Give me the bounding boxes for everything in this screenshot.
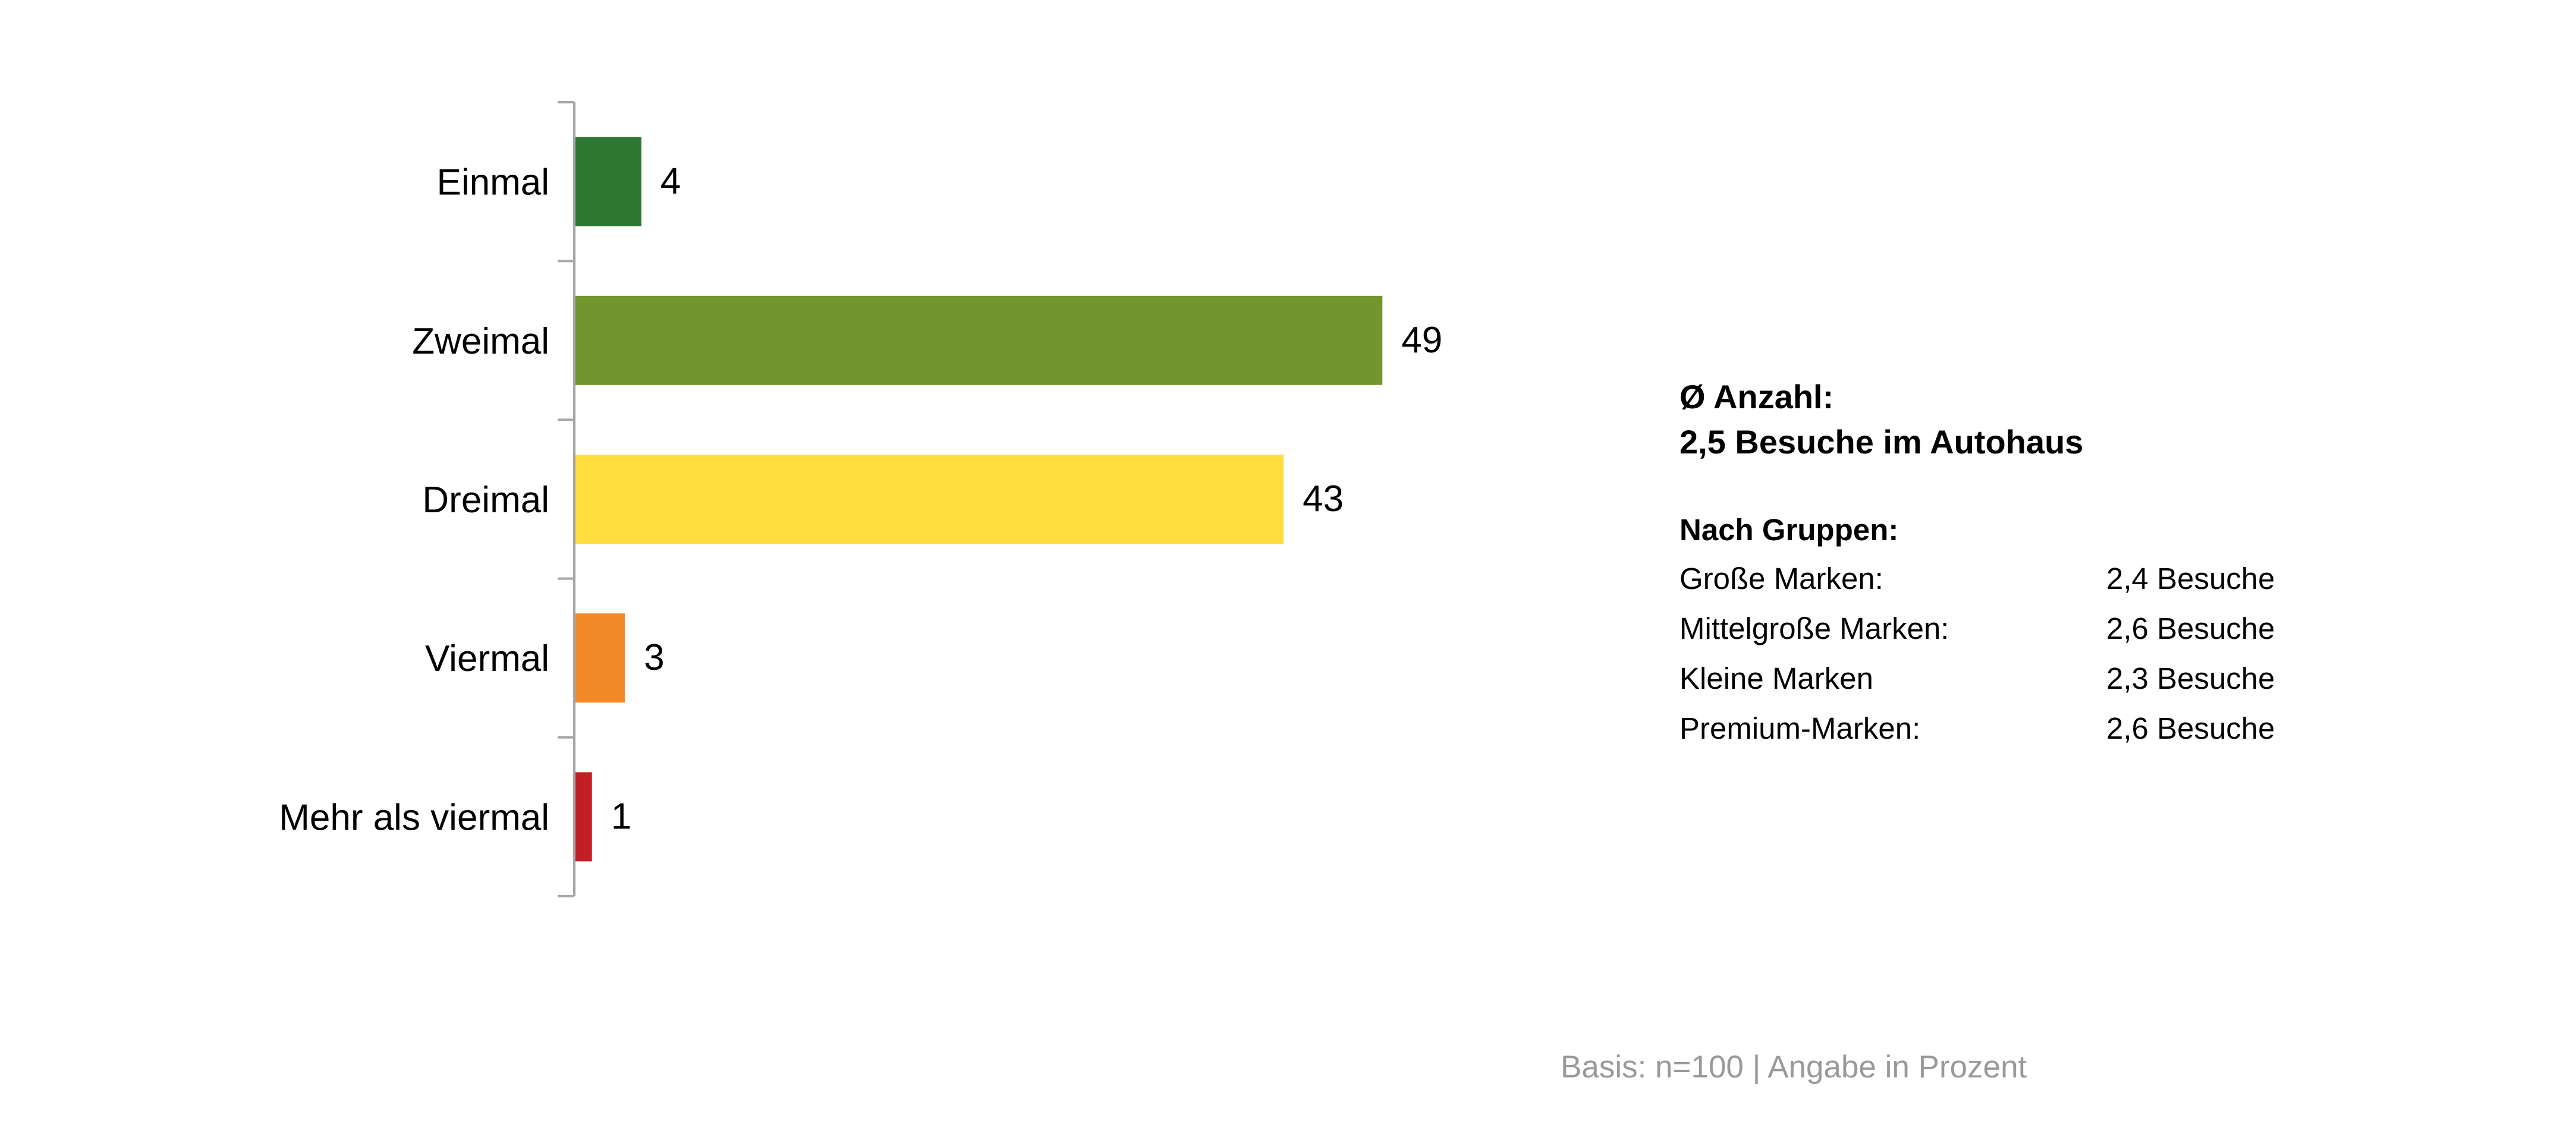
summary-panel: Ø Anzahl: 2,5 Besuche im Autohaus Nach G… [1679, 374, 2393, 754]
group-row: Kleine Marken 2,3 Besuche [1679, 654, 2393, 704]
footnote: Basis: n=100 | Angabe in Prozent [1561, 1050, 2027, 1085]
bar [575, 137, 641, 226]
value-label: 3 [644, 637, 664, 678]
group-value: 2,4 Besuche [2106, 562, 2275, 595]
category-label: Viermal [425, 638, 549, 679]
group-row: Mittelgroße Marken: 2,6 Besuche [1679, 604, 2393, 654]
group-name: Große Marken: [1679, 562, 1883, 595]
value-label: 49 [1401, 320, 1442, 361]
bar [575, 455, 1284, 544]
bar [575, 613, 625, 703]
category-label: Zweimal [412, 321, 549, 362]
group-name: Mittelgroße Marken: [1679, 612, 1949, 645]
group-value: 2,6 Besuche [2106, 711, 2275, 745]
groups-title: Nach Gruppen: [1679, 513, 1899, 547]
bar [575, 295, 1383, 385]
group-name: Premium-Marken: [1679, 711, 1921, 745]
category-label: Dreimal [422, 480, 549, 521]
category-label: Einmal [436, 162, 549, 203]
value-label: 4 [660, 161, 681, 202]
bar [575, 772, 592, 862]
group-row: Premium-Marken: 2,6 Besuche [1679, 704, 2393, 754]
group-value: 2,6 Besuche [2106, 612, 2275, 645]
average-value: 2,5 Besuche im Autohaus [1679, 423, 2084, 461]
average-label: Ø Anzahl: [1679, 378, 1834, 415]
value-label: 43 [1303, 478, 1344, 519]
value-label: 1 [611, 796, 631, 837]
group-row: Große Marken: 2,4 Besuche [1679, 554, 2393, 604]
group-value: 2,3 Besuche [2106, 661, 2275, 695]
group-name: Kleine Marken [1679, 661, 1873, 695]
category-label: Mehr als viermal [279, 797, 549, 838]
